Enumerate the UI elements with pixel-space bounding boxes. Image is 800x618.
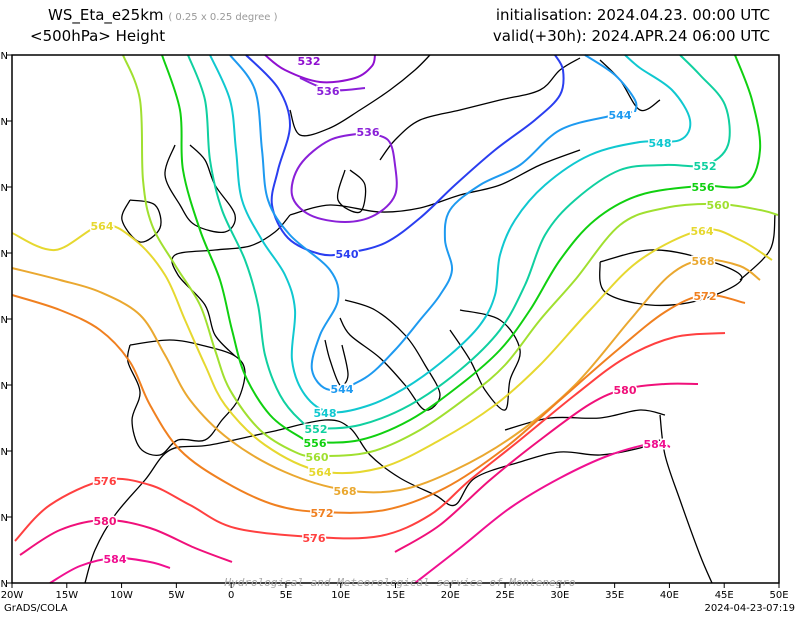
lon-label: 50E [769,590,788,601]
software-credit: GrADS/COLA [4,603,68,614]
lon-label: 5E [280,590,293,601]
lon-label: 15E [386,590,405,601]
contour-label: 540 [336,248,359,261]
contour-label: 572 [311,507,334,520]
lon-label: 10E [331,590,350,601]
initialisation-time: initialisation: 2024.04.23. 00:00 UTC [495,6,770,24]
coastlines [84,54,776,584]
coastline [84,419,661,584]
contour-label: 576 [94,475,117,488]
contour-label: 580 [94,515,117,528]
contour-568 [11,258,761,494]
lon-label: 0 [228,590,234,601]
contour-584 [414,441,671,584]
coastline [121,199,162,243]
contour-label: 556 [304,437,327,450]
contour-548 [209,54,692,414]
coastline [336,169,367,214]
contour-532 [264,54,376,84]
contour-580 [394,382,699,553]
lat-label: 55N [0,249,8,260]
contour-label: 560 [306,451,329,464]
contour-544 [229,54,633,392]
contour-label: 544 [609,109,632,122]
coastline [449,309,521,411]
contour-label: 552 [694,160,717,173]
contour-label: 552 [305,423,328,436]
coastline [339,299,441,411]
lon-label: 45E [715,590,734,601]
lat-label: 50N [0,315,8,326]
model-resolution: ( 0.25 x 0.25 degree ) [168,12,278,23]
coastline [659,414,713,584]
lon-label: 35E [605,590,624,601]
contour-label: 548 [649,137,672,150]
contour-label: 580 [614,384,637,397]
contour-556 [161,54,762,444]
contour-564 [11,223,773,475]
model-name: WS_Eta_e25km [48,6,164,24]
contour-536 [290,132,398,224]
lat-label: 70N [0,51,8,62]
contour-label: 536 [317,85,340,98]
lat-label: 45N [0,381,8,392]
contour-label: 568 [692,255,715,268]
lon-label: 25E [496,590,515,601]
contour-552 [187,54,731,430]
variable-title: <500hPa> Height [30,27,166,45]
lat-label: 60N [0,183,8,194]
coastline [289,54,431,137]
lon-label: 15W [55,590,78,601]
axes: 20W 15W 10W 5W 0 5E 10E 15E 20E 25E 30E 35E 40E 45E 50… [0,51,789,601]
contour-label: 548 [314,407,337,420]
lon-label: 10W [110,590,133,601]
contour-label: 564 [691,225,714,238]
lat-label: 35N [0,513,8,524]
contour-lines [11,54,779,584]
render-timestamp: 2024-04-23-07:19 [704,603,795,614]
lon-label: 30E [550,590,569,601]
lat-label: 65N [0,117,8,128]
contour-label: 568 [334,485,357,498]
coastline [164,144,236,234]
valid-time: valid(+30h): 2024.APR.24 06:00 UTC [492,27,770,45]
lat-label: 40N [0,447,8,458]
coastline [289,149,581,216]
lon-label: 20W [1,590,24,601]
contour-572 [11,293,746,514]
contour-label: 576 [303,532,326,545]
model-title: WS_Eta_e25km ( 0.25 x 0.25 degree ) [48,6,278,24]
contour-536 [299,77,366,92]
contour-labels: 5325365365405445445485485525525565565605… [89,54,731,568]
coastline [739,214,776,281]
lon-label: 5W [168,590,184,601]
contour-label: 564 [91,220,114,233]
coastline [171,214,291,357]
coastline [379,57,581,161]
contour-label: 544 [331,383,354,396]
lat-label: 30N [0,579,8,590]
contour-label: 532 [298,55,321,68]
map-frame [11,54,780,584]
contour-label: 560 [707,199,730,212]
contour-576 [14,332,726,542]
contour-label: 564 [309,466,332,479]
lon-label: 20E [441,590,460,601]
lon-label: 40E [660,590,679,601]
contour-544 [584,54,638,113]
contour-580 [19,518,233,563]
contour-560 [122,54,779,458]
contour-label: 556 [692,181,715,194]
contour-584 [49,556,171,584]
contour-label: 536 [357,126,380,139]
contour-540 [245,54,565,257]
contour-label: 584 [104,553,127,566]
contour-label: 584 [644,438,667,451]
watermark: Hydrological and Meteorological service … [224,576,576,589]
coastline [599,59,661,112]
coastline [324,339,349,387]
contour-label: 572 [694,290,717,303]
